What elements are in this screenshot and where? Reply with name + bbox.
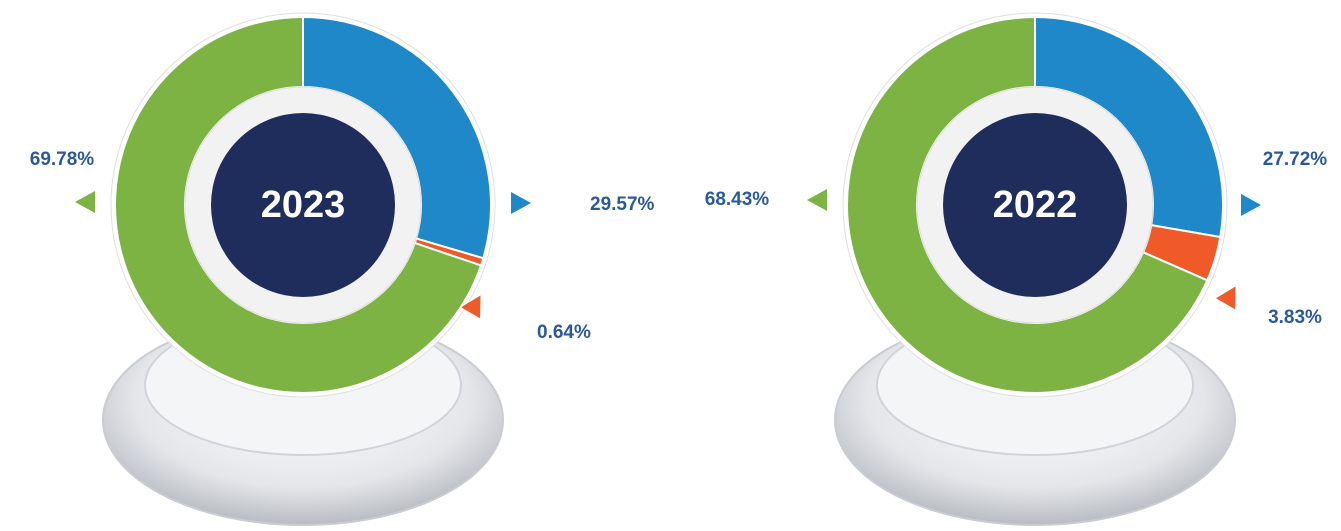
center-disc <box>211 113 395 297</box>
value-label: 29.57% <box>590 194 655 215</box>
value-label: 27.72% <box>1263 149 1328 170</box>
value-label: 0.64% <box>537 322 591 343</box>
pointer-triangle <box>75 191 95 213</box>
center-disc <box>943 113 1127 297</box>
pointer-triangle <box>1241 194 1261 216</box>
value-label: 3.83% <box>1268 307 1322 328</box>
value-label: 68.43% <box>705 189 770 210</box>
pointer-triangle <box>460 295 481 319</box>
pointer-triangle <box>1215 286 1236 310</box>
center-title: 2023 <box>261 184 346 226</box>
pointer-triangle <box>807 189 827 211</box>
pointer-triangle <box>511 192 531 214</box>
center-title: 2022 <box>993 184 1078 226</box>
value-label: 69.78% <box>30 149 95 170</box>
